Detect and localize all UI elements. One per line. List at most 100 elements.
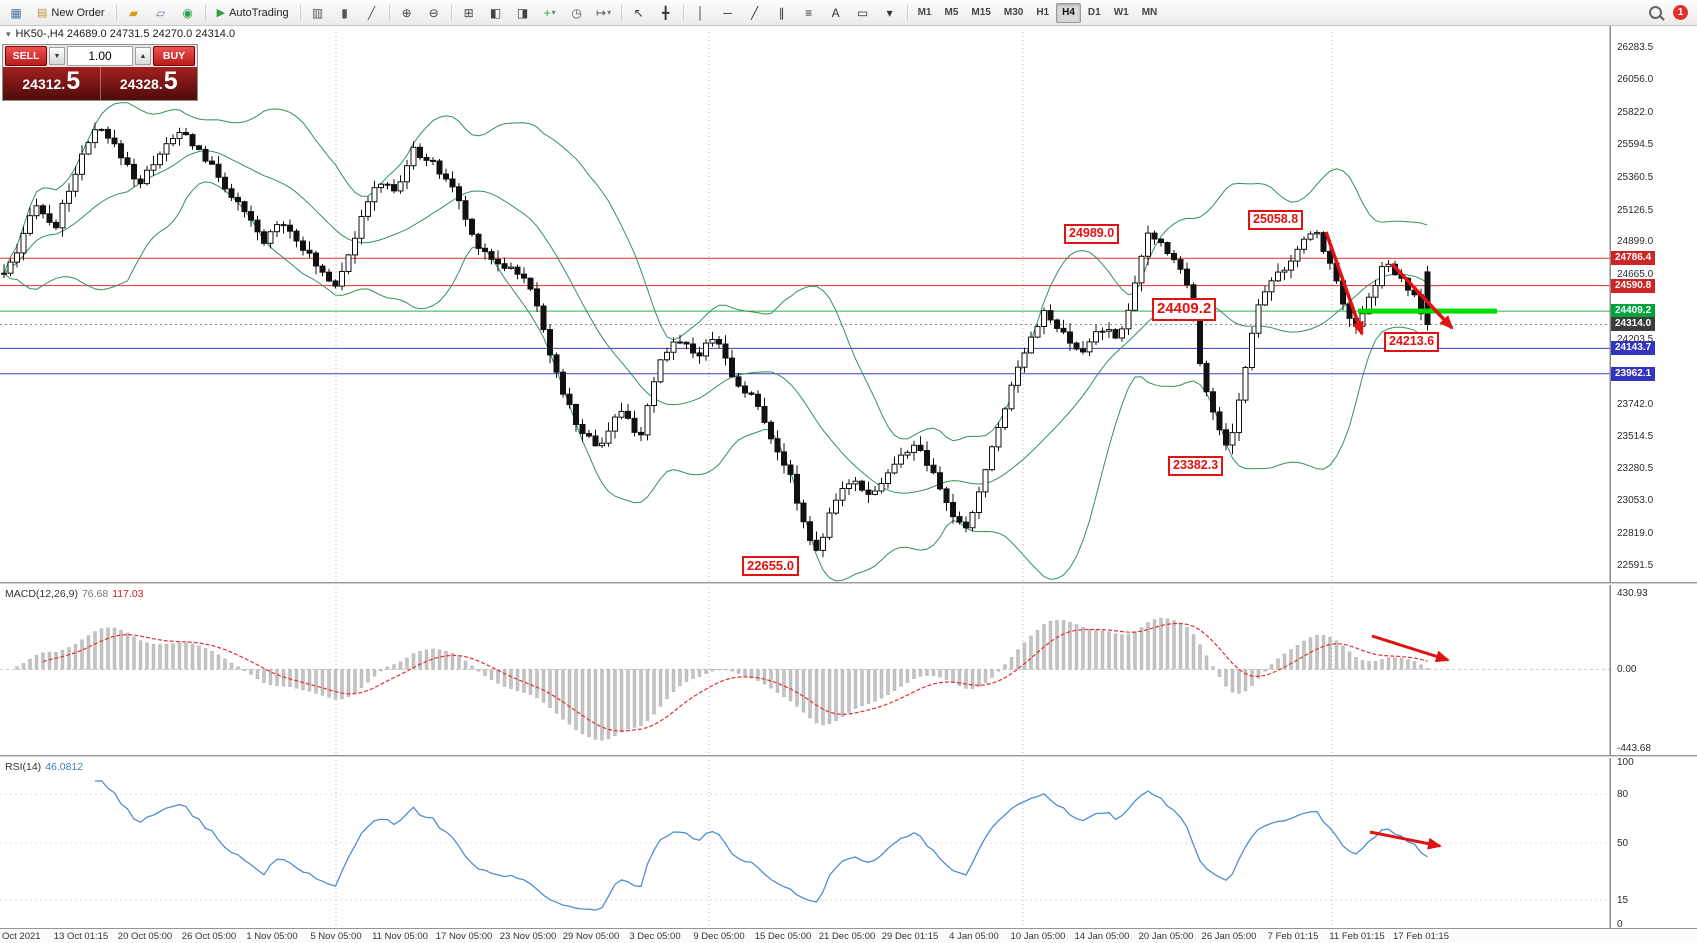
toolbar-separator bbox=[682, 4, 684, 21]
main-toolbar: ▦ ▤ New Order ▰ ▱ ◉ ▶ AutoTrading ▥ ▮ ╱ ⊕ ⊖ ⊞ ◧ ◨ + ▾ ◷ ↦ ▾ ↖… bbox=[0, 0, 1697, 26]
auto-scroll-icon[interactable]: ◷ bbox=[564, 2, 590, 24]
new-chart-icon: + bbox=[543, 5, 551, 20]
time-label: 11 Feb 01:15 bbox=[1329, 931, 1385, 942]
tile-windows-icon[interactable]: ⊞ bbox=[456, 2, 482, 24]
fibonacci-icon: ≡ bbox=[805, 5, 813, 20]
panel-divider-macd[interactable] bbox=[0, 582, 1697, 585]
one-click-controls-row: SELL ▼ ▲ BUY bbox=[3, 45, 197, 67]
cursor-icon[interactable]: ↖ bbox=[626, 2, 652, 24]
price-label-23382[interactable]: 23382.3 bbox=[1168, 456, 1224, 476]
sell-button[interactable]: SELL bbox=[5, 46, 47, 66]
timeframe-m15-button[interactable]: M15 bbox=[971, 7, 991, 18]
new-order-button-label: New Order bbox=[51, 6, 105, 19]
fibonacci-icon[interactable]: ≡ bbox=[796, 2, 822, 24]
price-label-22655[interactable]: 22655.0 bbox=[742, 556, 799, 577]
buy-button[interactable]: BUY bbox=[153, 46, 195, 66]
price-tag-24314.0: 24314.0 bbox=[1611, 317, 1656, 331]
bar-chart-icon[interactable]: ▥ bbox=[305, 2, 331, 24]
community-icon[interactable]: ◉ bbox=[175, 2, 201, 24]
timeframe-mn-button[interactable]: MN bbox=[1141, 7, 1158, 18]
trend-arrow-down-1 bbox=[1324, 231, 1364, 336]
arrange-windows-icon[interactable]: ◨ bbox=[510, 2, 536, 24]
chart-window-icon[interactable]: ▦ bbox=[3, 2, 29, 24]
time-label: 20 Jan 05:00 bbox=[1138, 931, 1194, 942]
month-separators bbox=[335, 32, 1333, 928]
shapes-icon[interactable]: ▾ bbox=[877, 2, 903, 24]
toolbar-separator bbox=[204, 4, 206, 21]
zoom-out-icon[interactable]: ⊖ bbox=[421, 2, 447, 24]
macd-value: 76.68 bbox=[81, 588, 109, 600]
one-click-collapse-icon[interactable]: ▾ bbox=[6, 28, 11, 39]
time-axis[interactable]: Oct 2021 13 Oct 01:15 20 Oct 05:00 26 Oct 0… bbox=[0, 928, 1697, 943]
macd-indicator-label: MACD(12,26,9) 76.68 117.03 bbox=[5, 588, 144, 600]
vertical-line-icon[interactable]: │ bbox=[688, 2, 714, 24]
zoom-out-icon: ⊖ bbox=[428, 5, 439, 20]
tile-windows-icon: ⊞ bbox=[463, 5, 474, 20]
price-label-24213[interactable]: 24213.6 bbox=[1384, 332, 1440, 352]
line-chart-icon[interactable]: ╱ bbox=[359, 2, 385, 24]
metaeditor-icon[interactable]: ▰ bbox=[121, 2, 147, 24]
channel-icon[interactable]: ∥ bbox=[769, 2, 795, 24]
macd-name: MACD(12,26,9) bbox=[5, 588, 78, 600]
notification-badge[interactable]: 1 bbox=[1673, 5, 1688, 20]
new-order-button[interactable]: ▤ New Order bbox=[30, 2, 112, 24]
candlesticks bbox=[1, 122, 1431, 558]
time-label: 3 Dec 05:00 bbox=[629, 931, 681, 942]
search-button[interactable] bbox=[1642, 2, 1668, 24]
timeframe-h4-button[interactable]: H4 bbox=[1056, 2, 1081, 23]
time-label: 13 Oct 01:15 bbox=[53, 931, 109, 942]
timeframe-w1-button[interactable]: W1 bbox=[1113, 7, 1129, 18]
timeframe-m5-button[interactable]: M5 bbox=[944, 7, 959, 18]
price-label-24989[interactable]: 24989.0 bbox=[1064, 224, 1120, 244]
price-axis[interactable]: 26283.5 26056.0 25822.0 25594.5 25360.5 25126… bbox=[1610, 26, 1697, 930]
autotrading-button[interactable]: ▶ AutoTrading bbox=[210, 2, 296, 24]
chart-canvas[interactable] bbox=[0, 26, 1697, 943]
label-icon[interactable]: ▭ bbox=[850, 2, 876, 24]
time-label: 5 Nov 05:00 bbox=[310, 931, 362, 942]
new-chart-icon-caret: ▾ bbox=[551, 8, 556, 17]
metaeditor-icon: ▰ bbox=[128, 5, 139, 20]
strategy-tester-icon[interactable]: ▱ bbox=[148, 2, 174, 24]
sell-price-display[interactable]: 24312. 5 bbox=[3, 67, 100, 100]
candlestick-chart-icon: ▮ bbox=[341, 5, 348, 20]
zoom-in-icon[interactable]: ⊕ bbox=[394, 2, 420, 24]
macd-signal-line bbox=[42, 622, 1428, 732]
time-label: Oct 2021 bbox=[2, 931, 41, 942]
macd-histogram bbox=[15, 618, 1430, 741]
timeframe-h1-button[interactable]: H1 bbox=[1036, 7, 1050, 18]
time-label: 14 Jan 05:00 bbox=[1074, 931, 1130, 942]
volume-decrease-button[interactable]: ▼ bbox=[49, 47, 65, 65]
time-label: 29 Dec 01:15 bbox=[881, 931, 939, 942]
one-click-price-row: 24312. 5 24328. 5 bbox=[3, 67, 197, 100]
time-label: 21 Dec 05:00 bbox=[818, 931, 876, 942]
text-icon[interactable]: A bbox=[823, 2, 849, 24]
price-label-25058[interactable]: 25058.8 bbox=[1248, 210, 1304, 230]
price-tick-label: 26283.5 bbox=[1617, 42, 1654, 53]
timeframe-m1-button[interactable]: M1 bbox=[917, 7, 932, 18]
line-chart-icon: ╱ bbox=[367, 5, 376, 20]
trendline-icon[interactable]: ╱ bbox=[742, 2, 768, 24]
volume-increase-button[interactable]: ▲ bbox=[135, 47, 151, 65]
price-tag-23962.1: 23962.1 bbox=[1611, 367, 1656, 381]
autotrading-button-label: AutoTrading bbox=[229, 6, 289, 19]
chart-symbol-ohlc: ▾ HK50-,H4 24689.0 24731.5 24270.0 24314… bbox=[6, 28, 235, 40]
chart-shift-icon[interactable]: ↦ ▾ bbox=[591, 2, 617, 24]
price-tag-24143.7: 24143.7 bbox=[1611, 341, 1656, 355]
price-tag-24786.4: 24786.4 bbox=[1611, 251, 1656, 265]
buy-price-display[interactable]: 24328. 5 bbox=[99, 67, 198, 100]
horizontal-line-icon[interactable]: ─ bbox=[715, 2, 741, 24]
price-tick-label: 26056.0 bbox=[1617, 74, 1654, 85]
rsi-scale-label: 15 bbox=[1617, 895, 1629, 906]
volume-input[interactable] bbox=[67, 46, 133, 66]
timeframe-d1-button[interactable]: D1 bbox=[1087, 7, 1101, 18]
price-label-24409[interactable]: 24409.2 bbox=[1152, 298, 1217, 321]
panel-divider-rsi[interactable] bbox=[0, 755, 1697, 758]
zoom-in-icon: ⊕ bbox=[401, 5, 412, 20]
cascade-windows-icon[interactable]: ◧ bbox=[483, 2, 509, 24]
new-chart-icon[interactable]: + ▾ bbox=[537, 2, 563, 24]
candlestick-chart-icon[interactable]: ▮ bbox=[332, 2, 358, 24]
one-click-trading-panel: SELL ▼ ▲ BUY 24312. 5 24328. 5 bbox=[2, 44, 198, 101]
timeframe-m30-button[interactable]: M30 bbox=[1003, 7, 1024, 18]
time-label: 20 Oct 05:00 bbox=[117, 931, 173, 942]
crosshair-icon[interactable]: ╋ bbox=[653, 2, 679, 24]
